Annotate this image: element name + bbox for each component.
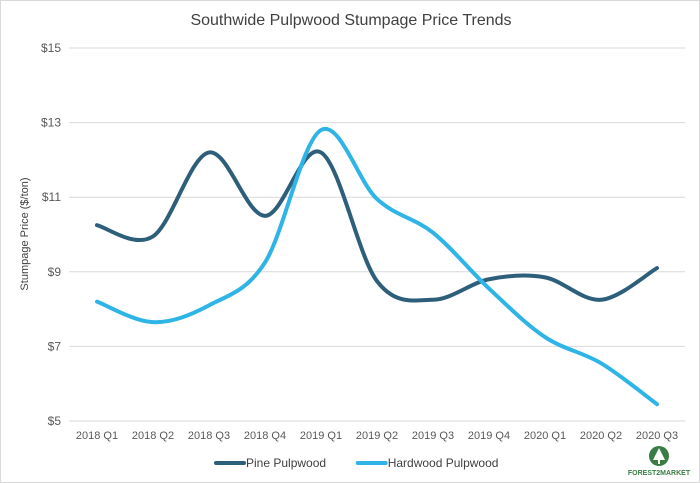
x-tick-label: 2019 Q4 xyxy=(468,430,510,442)
legend: Pine Pulpwood Hardwood Pulpwood xyxy=(214,456,499,470)
y-axis-ticks: $5 $7 $9 $11 $13 $15 xyxy=(41,41,61,428)
forest2market-logo: FOREST2MARKET xyxy=(628,446,691,477)
y-tick-label: $15 xyxy=(41,41,61,55)
x-tick-label: 2019 Q1 xyxy=(300,430,342,442)
series-line-hardwood-pulpwood xyxy=(95,126,659,407)
series-line-pine-pulpwood xyxy=(95,149,659,303)
x-tick-label: 2020 Q3 xyxy=(636,430,678,442)
legend-label-hardwood-pulpwood: Hardwood Pulpwood xyxy=(388,456,499,470)
x-tick-label: 2018 Q1 xyxy=(76,430,118,442)
gridlines xyxy=(69,47,685,422)
y-tick-label: $13 xyxy=(41,116,61,130)
y-tick-label: $11 xyxy=(42,190,61,204)
series-lines xyxy=(95,126,659,407)
x-tick-label: 2018 Q4 xyxy=(244,430,286,442)
y-axis-label: Stumpage Price ($/ton) xyxy=(19,177,31,290)
y-tick-label: $5 xyxy=(48,414,62,428)
x-tick-label: 2019 Q3 xyxy=(412,430,454,442)
tree-icon xyxy=(649,446,669,466)
x-tick-label: 2018 Q3 xyxy=(188,430,230,442)
logo-text: FOREST2MARKET xyxy=(628,470,691,477)
x-tick-label: 2020 Q1 xyxy=(524,430,566,442)
x-axis-ticks: 2018 Q1 2018 Q2 2018 Q3 2018 Q4 2019 Q1 2019 … xyxy=(76,430,678,442)
y-tick-label: $9 xyxy=(48,265,62,279)
legend-label-pine-pulpwood: Pine Pulpwood xyxy=(246,456,326,470)
y-tick-label: $7 xyxy=(48,339,62,353)
chart-title: Southwide Pulpwood Stumpage Price Trends xyxy=(190,12,511,29)
x-tick-label: 2020 Q2 xyxy=(580,430,622,442)
x-tick-label: 2018 Q2 xyxy=(132,430,174,442)
x-tick-label: 2019 Q2 xyxy=(356,430,398,442)
